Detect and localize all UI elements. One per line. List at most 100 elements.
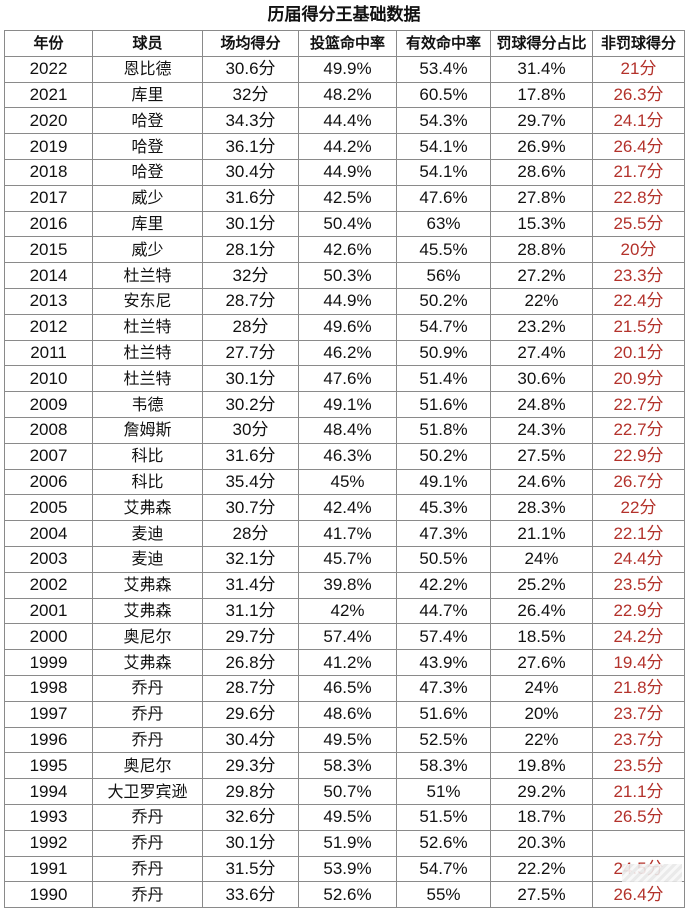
efg-pct-cell: 43.9% (396, 649, 491, 676)
ppg-cell: 28.1分 (202, 236, 299, 264)
efg-pct-cell: 51.4% (396, 365, 491, 393)
efg-pct-cell: 51% (396, 778, 491, 805)
year-cell: 2007 (4, 442, 93, 470)
table-row: 2004 麦迪 28分 41.7% 47.3% 21.1% 22.1分 (4, 520, 685, 547)
fg-pct-cell: 50.3% (298, 262, 397, 289)
non-ft-points-cell: 21.1分 (592, 778, 685, 805)
player-cell: 库里 (92, 81, 203, 109)
ppg-cell: 30.4分 (202, 158, 299, 186)
table-row: 1990 乔丹 33.6分 52.6% 55% 27.5% 26.4分 (4, 881, 685, 909)
player-cell: 杜兰特 (92, 262, 203, 289)
ft-share-cell: 19.8% (490, 752, 593, 780)
table-row: 2017 威少 31.6分 42.5% 47.6% 27.8% 22.8分 (4, 184, 685, 212)
fg-pct-cell: 49.6% (298, 313, 397, 341)
player-cell: 乔丹 (92, 881, 203, 909)
efg-pct-cell: 50.2% (396, 442, 491, 470)
table-row: 2020 哈登 34.3分 44.4% 54.3% 29.7% 24.1分 (4, 107, 685, 135)
table-row: 2001 艾弗森 31.1分 42% 44.7% 26.4% 22.9分 (4, 597, 685, 625)
header-efg-pct: 有效命中率 (396, 30, 491, 57)
efg-pct-cell: 56% (396, 262, 491, 289)
table-title: 历届得分王基础数据 (267, 5, 421, 25)
non-ft-points-cell: 24.2分 (592, 623, 685, 651)
ppg-cell: 31.1分 (202, 597, 299, 625)
ft-share-cell: 29.7% (490, 107, 593, 135)
ft-share-cell: 28.8% (490, 236, 593, 264)
player-cell: 杜兰特 (92, 365, 203, 393)
year-cell: 1992 (4, 829, 93, 857)
efg-pct-cell: 54.7% (396, 855, 491, 883)
efg-pct-cell: 55% (396, 881, 491, 909)
ppg-cell: 27.7分 (202, 339, 299, 367)
year-cell: 2010 (4, 365, 93, 393)
fg-pct-cell: 42.4% (298, 494, 397, 522)
year-cell: 2022 (4, 55, 93, 83)
player-cell: 哈登 (92, 133, 203, 160)
non-ft-points-cell: 22.4分 (592, 287, 685, 315)
ft-share-cell: 30.6% (490, 365, 593, 393)
ppg-cell: 31.6分 (202, 442, 299, 470)
player-cell: 哈登 (92, 158, 203, 186)
non-ft-points-cell: 23.7分 (592, 726, 685, 754)
header-row: 年份 球员 场均得分 投篮命中率 有效命中率 罚球得分占比 非罚球得分 (4, 30, 685, 57)
table-row: 1992 乔丹 30.1分 51.9% 52.6% 20.3% (4, 829, 685, 857)
table-row: 2022 恩比德 30.6分 49.9% 53.4% 31.4% 21分 (4, 55, 685, 83)
ft-share-cell: 31.4% (490, 55, 593, 83)
year-cell: 2014 (4, 262, 93, 289)
ft-share-cell: 27.5% (490, 881, 593, 909)
ppg-cell: 34.3分 (202, 107, 299, 135)
table-row: 2009 韦德 30.2分 49.1% 51.6% 24.8% 22.7分 (4, 391, 685, 418)
fg-pct-cell: 45.7% (298, 545, 397, 573)
year-cell: 2002 (4, 571, 93, 599)
ppg-cell: 29.3分 (202, 752, 299, 780)
fg-pct-cell: 53.9% (298, 855, 397, 883)
fg-pct-cell: 44.2% (298, 133, 397, 160)
table-row: 2015 威少 28.1分 42.6% 45.5% 28.8% 20分 (4, 236, 685, 264)
table-row: 1997 乔丹 29.6分 48.6% 51.6% 20% 23.7分 (4, 700, 685, 728)
table-row: 2010 杜兰特 30.1分 47.6% 51.4% 30.6% 20.9分 (4, 365, 685, 393)
table-row: 2014 杜兰特 32分 50.3% 56% 27.2% 23.3分 (4, 262, 685, 289)
player-cell: 库里 (92, 210, 203, 238)
ft-share-cell: 26.9% (490, 133, 593, 160)
efg-pct-cell: 51.8% (396, 416, 491, 444)
year-cell: 1996 (4, 726, 93, 754)
non-ft-points-cell: 22.7分 (592, 416, 685, 444)
fg-pct-cell: 50.4% (298, 210, 397, 238)
efg-pct-cell: 50.9% (396, 339, 491, 367)
non-ft-points-cell: 19.4分 (592, 649, 685, 676)
fg-pct-cell: 57.4% (298, 623, 397, 651)
ppg-cell: 32分 (202, 262, 299, 289)
ppg-cell: 31.6分 (202, 184, 299, 212)
fg-pct-cell: 45% (298, 468, 397, 496)
year-cell: 1997 (4, 700, 93, 728)
table-row: 2000 奥尼尔 29.7分 57.4% 57.4% 18.5% 24.2分 (4, 623, 685, 651)
efg-pct-cell: 47.3% (396, 674, 491, 702)
player-cell: 安东尼 (92, 287, 203, 315)
ft-share-cell: 21.1% (490, 520, 593, 547)
non-ft-points-cell: 22.8分 (592, 184, 685, 212)
ppg-cell: 31.4分 (202, 571, 299, 599)
ft-share-cell: 18.5% (490, 623, 593, 651)
player-cell: 艾弗森 (92, 494, 203, 522)
fg-pct-cell: 51.9% (298, 829, 397, 857)
fg-pct-cell: 48.2% (298, 81, 397, 109)
ppg-cell: 32.1分 (202, 545, 299, 573)
ft-share-cell: 18.7% (490, 803, 593, 831)
non-ft-points-cell (592, 829, 685, 857)
non-ft-points-cell: 21.7分 (592, 158, 685, 186)
ft-share-cell: 27.2% (490, 262, 593, 289)
year-cell: 2021 (4, 81, 93, 109)
ft-share-cell: 22% (490, 726, 593, 754)
efg-pct-cell: 57.4% (396, 623, 491, 651)
ppg-cell: 32.6分 (202, 803, 299, 831)
fg-pct-cell: 46.5% (298, 674, 397, 702)
efg-pct-cell: 51.6% (396, 391, 491, 418)
ft-share-cell: 24% (490, 545, 593, 573)
non-ft-points-cell: 24.4分 (592, 545, 685, 573)
fg-pct-cell: 46.3% (298, 442, 397, 470)
ft-share-cell: 20.3% (490, 829, 593, 857)
non-ft-points-cell: 21.5分 (592, 313, 685, 341)
fg-pct-cell: 49.1% (298, 391, 397, 418)
player-cell: 韦德 (92, 391, 203, 418)
ppg-cell: 30.1分 (202, 365, 299, 393)
table-row: 2005 艾弗森 30.7分 42.4% 45.3% 28.3% 22分 (4, 494, 685, 522)
